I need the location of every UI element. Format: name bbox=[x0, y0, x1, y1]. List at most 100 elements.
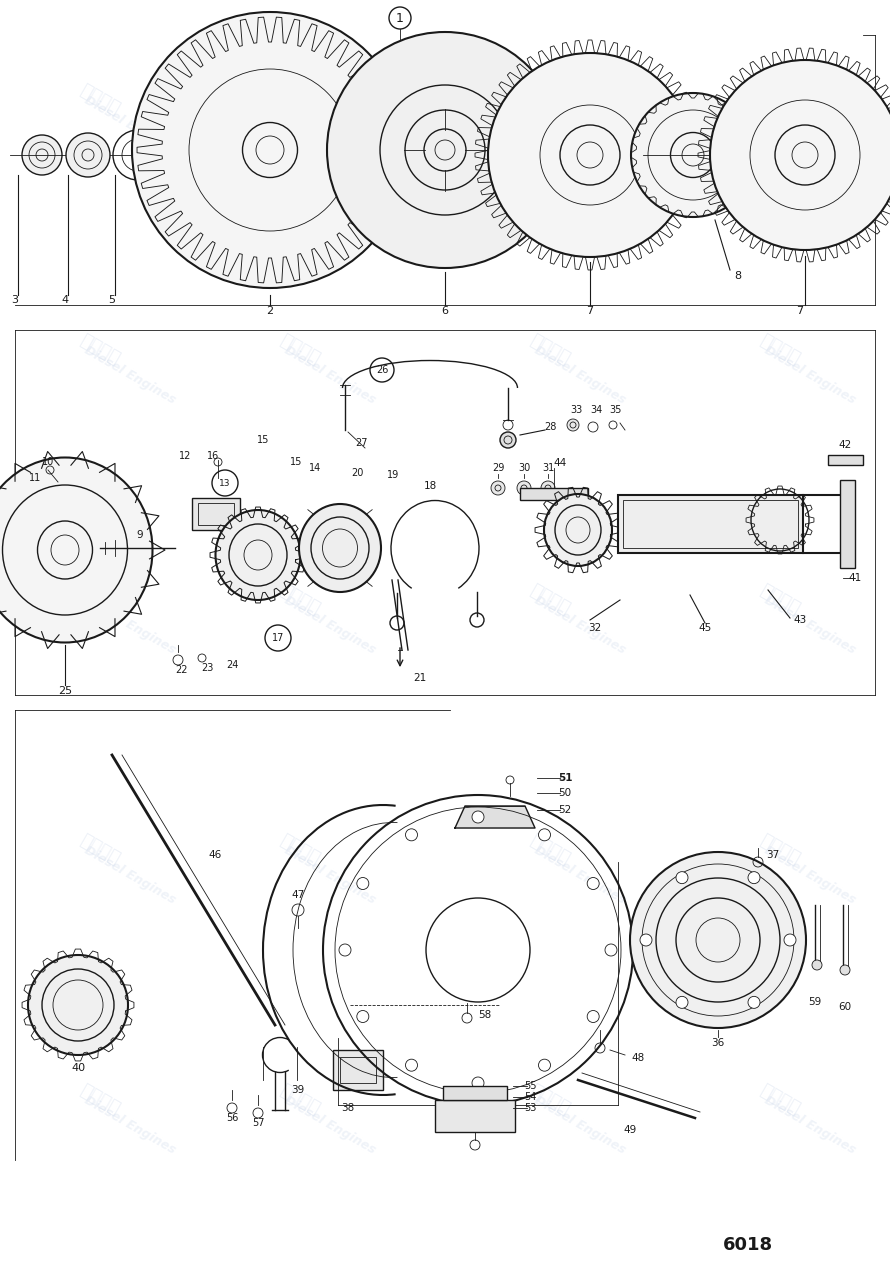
Circle shape bbox=[630, 852, 806, 1028]
Text: 4: 4 bbox=[61, 295, 69, 305]
Circle shape bbox=[567, 419, 579, 432]
Text: 装发动力: 装发动力 bbox=[756, 831, 803, 868]
Text: 27: 27 bbox=[356, 438, 368, 448]
Text: Diesel Engines: Diesel Engines bbox=[532, 93, 628, 157]
Text: 59: 59 bbox=[808, 997, 821, 1008]
Bar bbox=[333, 1050, 383, 1091]
Circle shape bbox=[22, 135, 62, 175]
Bar bbox=[828, 455, 863, 465]
Circle shape bbox=[212, 470, 238, 495]
Text: Diesel Engines: Diesel Engines bbox=[762, 1093, 858, 1157]
Text: 11: 11 bbox=[28, 472, 41, 483]
Text: 32: 32 bbox=[588, 623, 602, 633]
Text: 54: 54 bbox=[524, 1092, 536, 1102]
Circle shape bbox=[538, 1059, 551, 1071]
Circle shape bbox=[339, 944, 351, 956]
Text: 40: 40 bbox=[71, 1062, 85, 1073]
Text: Diesel Engines: Diesel Engines bbox=[762, 344, 858, 406]
Text: 3: 3 bbox=[12, 295, 19, 305]
Text: 23: 23 bbox=[201, 663, 214, 673]
Bar bbox=[192, 498, 240, 530]
Circle shape bbox=[784, 933, 796, 946]
Text: 53: 53 bbox=[524, 1103, 536, 1114]
Text: 39: 39 bbox=[291, 1085, 304, 1094]
Text: 6: 6 bbox=[441, 306, 449, 315]
Text: 13: 13 bbox=[219, 479, 231, 488]
Text: 33: 33 bbox=[570, 405, 582, 415]
Text: 49: 49 bbox=[623, 1125, 636, 1135]
Text: Diesel Engines: Diesel Engines bbox=[762, 844, 858, 907]
Text: 14: 14 bbox=[309, 464, 321, 472]
Text: 47: 47 bbox=[291, 890, 304, 900]
Circle shape bbox=[389, 6, 411, 29]
Circle shape bbox=[406, 829, 417, 840]
Text: 装发动力: 装发动力 bbox=[77, 831, 123, 868]
Text: Diesel Engines: Diesel Engines bbox=[82, 93, 178, 157]
Polygon shape bbox=[455, 806, 535, 827]
Text: 46: 46 bbox=[208, 850, 222, 859]
Text: 装发动力: 装发动力 bbox=[756, 332, 803, 369]
Circle shape bbox=[370, 358, 394, 382]
Text: 50: 50 bbox=[558, 788, 571, 798]
Ellipse shape bbox=[488, 54, 692, 257]
Bar bbox=[623, 501, 798, 548]
Text: 43: 43 bbox=[793, 616, 806, 624]
Circle shape bbox=[357, 877, 368, 890]
Ellipse shape bbox=[0, 457, 152, 642]
Text: 装发动力: 装发动力 bbox=[756, 1082, 803, 1119]
Text: 装发动力: 装发动力 bbox=[77, 332, 123, 369]
Text: 装发动力: 装发动力 bbox=[277, 831, 323, 868]
Text: 19: 19 bbox=[387, 470, 399, 480]
Circle shape bbox=[676, 872, 688, 884]
Circle shape bbox=[517, 481, 531, 495]
Text: 15: 15 bbox=[290, 457, 303, 467]
Text: 52: 52 bbox=[558, 805, 571, 815]
Text: 34: 34 bbox=[590, 405, 603, 415]
Text: 12: 12 bbox=[179, 451, 191, 461]
Text: 装发动力: 装发动力 bbox=[77, 1082, 123, 1119]
Circle shape bbox=[472, 1077, 484, 1089]
Text: 30: 30 bbox=[518, 464, 530, 472]
Text: 装发动力: 装发动力 bbox=[527, 82, 573, 119]
Circle shape bbox=[357, 1010, 368, 1023]
Circle shape bbox=[491, 481, 505, 495]
Circle shape bbox=[472, 811, 484, 822]
Text: 18: 18 bbox=[424, 481, 437, 490]
Text: Diesel Engines: Diesel Engines bbox=[762, 594, 858, 656]
Text: 9: 9 bbox=[137, 530, 143, 540]
Text: 44: 44 bbox=[554, 458, 567, 467]
Text: Diesel Engines: Diesel Engines bbox=[282, 344, 378, 406]
Text: 装发动力: 装发动力 bbox=[527, 581, 573, 618]
Text: 28: 28 bbox=[544, 421, 556, 432]
Circle shape bbox=[748, 872, 760, 884]
Text: Diesel Engines: Diesel Engines bbox=[282, 93, 378, 157]
Circle shape bbox=[640, 933, 652, 946]
Text: 1: 1 bbox=[396, 11, 404, 24]
Circle shape bbox=[500, 432, 516, 448]
Circle shape bbox=[605, 944, 617, 956]
Ellipse shape bbox=[631, 93, 755, 217]
Text: 7: 7 bbox=[587, 306, 594, 315]
Text: 装发动力: 装发动力 bbox=[756, 82, 803, 119]
Text: 装发动力: 装发动力 bbox=[527, 332, 573, 369]
Circle shape bbox=[265, 624, 291, 651]
Ellipse shape bbox=[327, 32, 563, 268]
Text: Diesel Engines: Diesel Engines bbox=[82, 344, 178, 406]
Circle shape bbox=[748, 996, 760, 1009]
Text: 7: 7 bbox=[797, 306, 804, 315]
Ellipse shape bbox=[299, 504, 381, 593]
Text: 10: 10 bbox=[42, 457, 54, 467]
Circle shape bbox=[587, 1010, 599, 1023]
Text: 装发动力: 装发动力 bbox=[277, 332, 323, 369]
Circle shape bbox=[541, 481, 555, 495]
Text: 8: 8 bbox=[734, 271, 741, 281]
Bar bbox=[435, 1099, 515, 1131]
Text: Diesel Engines: Diesel Engines bbox=[282, 844, 378, 907]
Text: 36: 36 bbox=[711, 1038, 724, 1048]
Text: Diesel Engines: Diesel Engines bbox=[532, 844, 628, 907]
Text: Diesel Engines: Diesel Engines bbox=[532, 344, 628, 406]
Bar bbox=[340, 1057, 376, 1083]
Text: 16: 16 bbox=[206, 451, 219, 461]
Text: 58: 58 bbox=[479, 1010, 491, 1020]
Bar bbox=[198, 503, 234, 525]
